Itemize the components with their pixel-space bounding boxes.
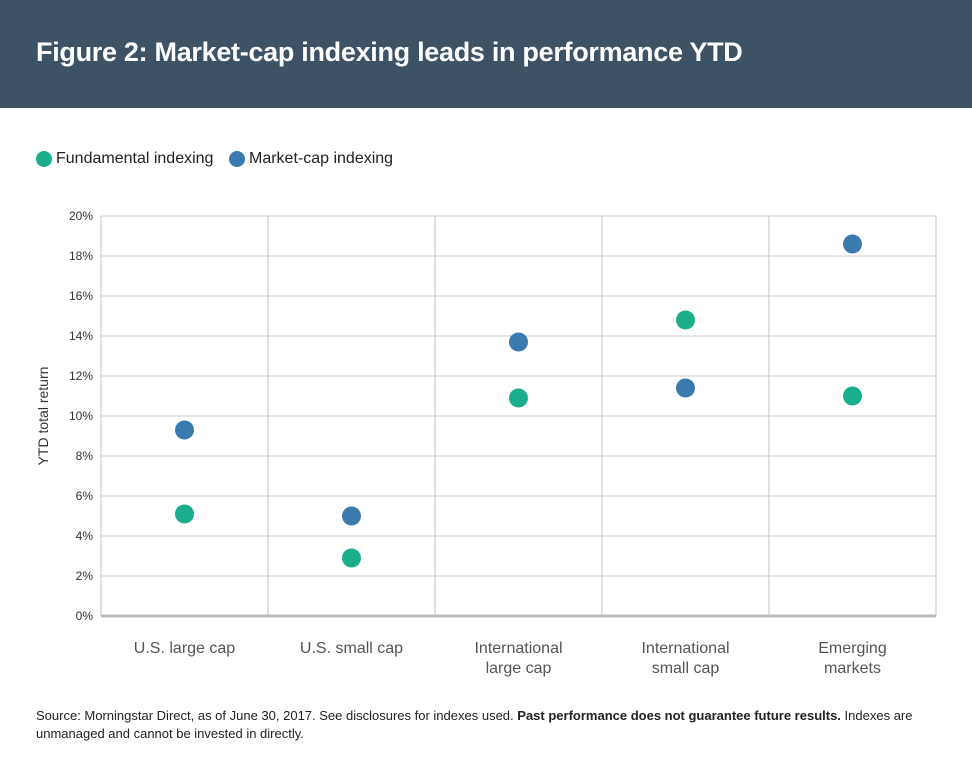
x-tick-label-0: U.S. large cap: [134, 640, 235, 657]
point-market-cap-1: [342, 506, 361, 526]
y-tick-label-0: 0%: [76, 609, 94, 623]
point-fundamental-1: [342, 548, 361, 568]
point-fundamental-0: [175, 504, 194, 524]
x-tick-label-1: U.S. small cap: [300, 640, 403, 657]
page-title: Figure 2: Market-cap indexing leads in p…: [36, 37, 743, 67]
disclaimer-bold: Past performance does not guarantee futu…: [517, 708, 841, 723]
y-tick-label-3: 6%: [76, 489, 94, 503]
x-tick-label-4-line-0: Emerging: [818, 640, 886, 657]
point-market-cap-3: [676, 378, 695, 398]
legend-marker-market-cap: [229, 151, 245, 167]
point-market-cap-0: [175, 420, 194, 440]
x-tick-label-2-line-1: large cap: [486, 660, 552, 677]
point-fundamental-2: [509, 388, 528, 408]
point-market-cap-2: [509, 332, 528, 352]
point-fundamental-3: [676, 310, 695, 330]
legend-marker-fundamental: [36, 151, 52, 167]
point-market-cap-4: [843, 234, 862, 254]
y-tick-label-9: 18%: [69, 249, 93, 263]
disclaimer-text: Indexes are unmanaged and cannot be inve…: [36, 708, 913, 741]
legend-label-market-cap: Market-cap indexing: [249, 150, 394, 167]
y-tick-label-8: 16%: [69, 289, 93, 303]
scatter-chart: 0% 2% 4% 6% 8% 10% 12% 14% 16% 18% 20% YTD total re…: [35, 209, 937, 677]
legend-label-fundamental: Fundamental indexing: [56, 150, 214, 167]
title-banner: Figure 2: Market-cap indexing leads in p…: [0, 0, 972, 108]
x-tick-label-3-line-1: small cap: [652, 660, 720, 677]
source-note: Source: Morningstar Direct, as of June 3…: [36, 707, 936, 743]
x-tick-label-4-line-1: markets: [824, 660, 881, 677]
y-tick-label-5: 10%: [69, 409, 93, 423]
y-tick-label-4: 8%: [76, 449, 94, 463]
y-axis-title: YTD total return: [35, 367, 51, 466]
y-tick-label-6: 12%: [69, 369, 93, 383]
y-tick-label-2: 4%: [76, 529, 94, 543]
y-tick-label-1: 2%: [76, 569, 94, 583]
y-tick-label-7: 14%: [69, 329, 93, 343]
x-tick-label-3-line-0: International: [641, 640, 729, 657]
x-tick-label-2-line-0: International: [474, 640, 562, 657]
y-tick-label-10: 20%: [69, 209, 93, 223]
point-fundamental-4: [843, 386, 862, 406]
source-text: Source: Morningstar Direct, as of June 3…: [36, 708, 514, 723]
